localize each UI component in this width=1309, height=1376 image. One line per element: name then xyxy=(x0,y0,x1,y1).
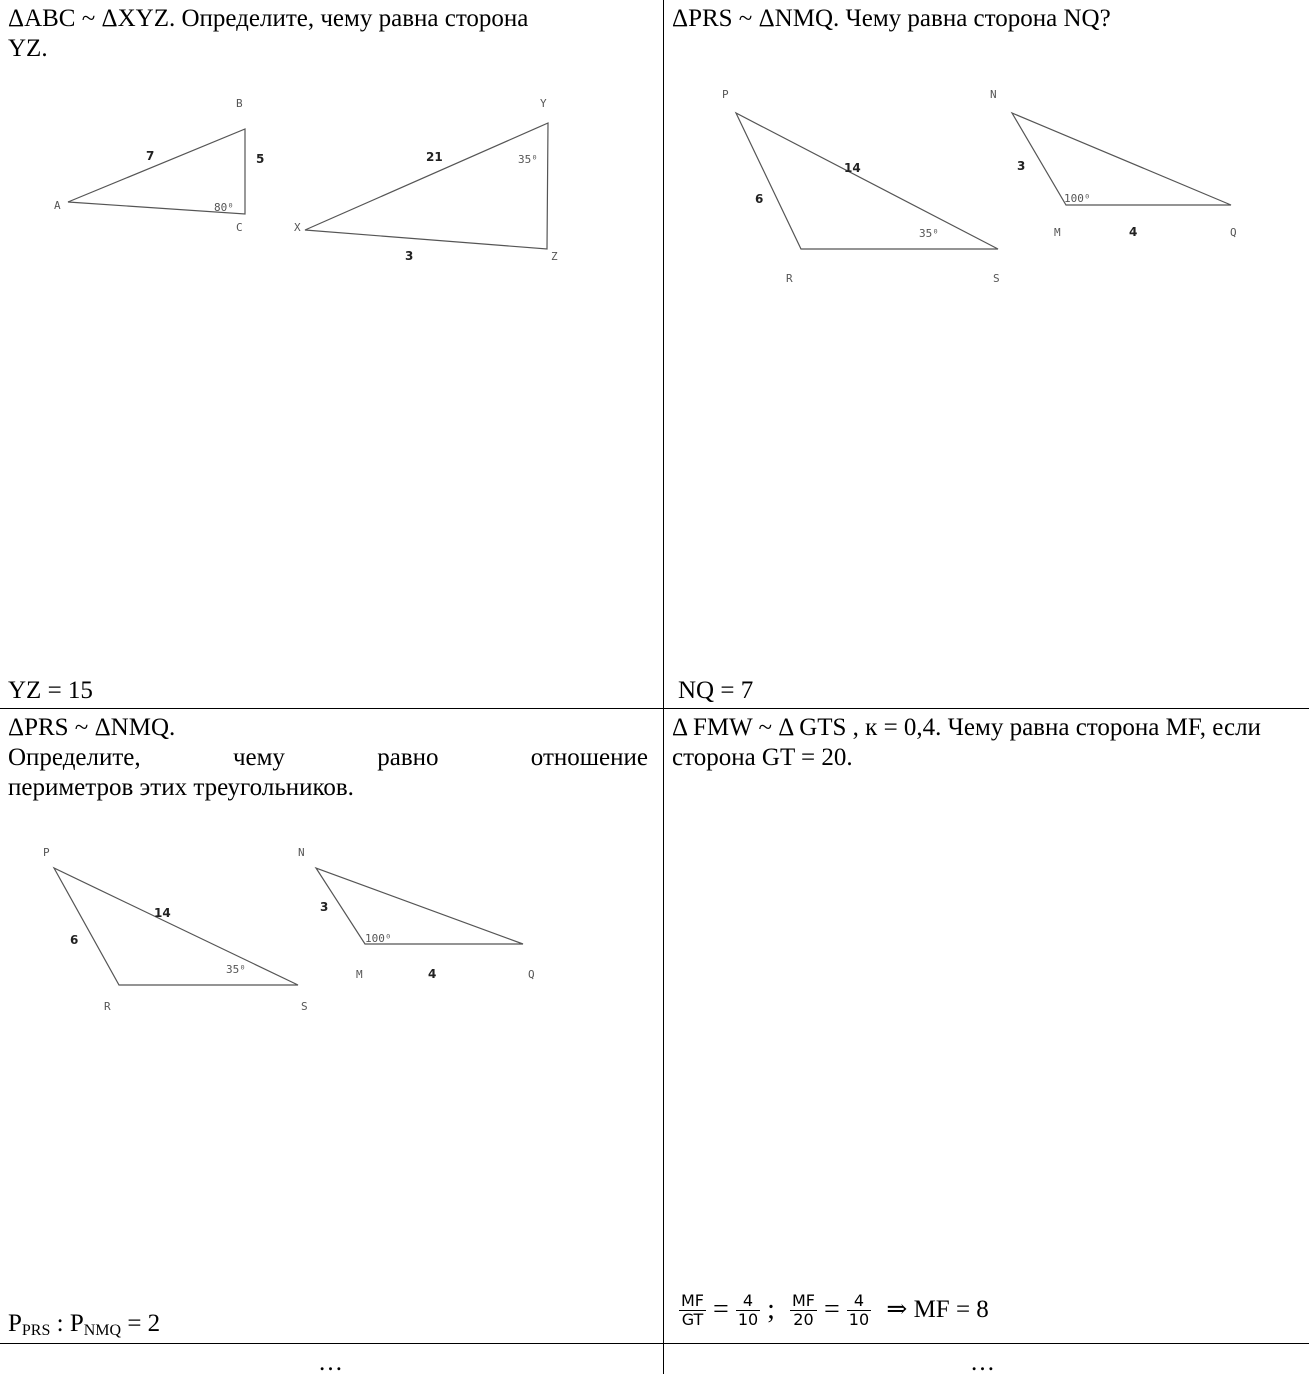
task-cell-2: ΔPRS ~ ΔNMQ. Чему равна сторона NQ? P R … xyxy=(664,0,1309,708)
vertex-N: N xyxy=(298,846,305,859)
side-BC-label: 5 xyxy=(256,152,264,166)
task-4-result: ⇒ MF = 8 xyxy=(886,1296,989,1324)
vertex-B: B xyxy=(236,97,243,110)
task-2-answer: NQ = 7 xyxy=(678,677,754,704)
vertex-N: N xyxy=(990,88,997,101)
task-3-question-line3: периметров этих треугольников. xyxy=(8,774,354,801)
vertex-P: P xyxy=(722,88,729,101)
angle-S-label: 35⁰ xyxy=(226,963,246,976)
vertex-P: P xyxy=(43,846,50,859)
vertex-C: C xyxy=(236,221,243,234)
task-3-word: отношение xyxy=(530,744,648,771)
side-NM-label: 3 xyxy=(1017,159,1025,173)
task-3-question-line1: ΔPRS ~ ΔNMQ. xyxy=(8,714,176,741)
equals-sign: = xyxy=(713,1294,729,1326)
side-PR-label: 6 xyxy=(70,933,78,947)
task-3-word: чему xyxy=(232,744,285,771)
side-XZ-label: 3 xyxy=(405,249,413,263)
vertex-Q: Q xyxy=(528,968,535,981)
angle-C-label: 80⁰ xyxy=(214,201,234,214)
table-divider-row2 xyxy=(0,1343,1309,1344)
task-3-question-line2: Определите, чему равно отношение xyxy=(8,743,648,773)
task-1-figure: A B C 7 5 80⁰ X Y Z 21 3 35⁰ xyxy=(54,97,558,263)
vertex-X: X xyxy=(294,221,301,234)
table-divider-vertical xyxy=(663,0,664,1374)
fraction: MF 20 xyxy=(789,1290,817,1329)
task-4-answer: MF GT = 4 10; MF 20 = 4 10 ⇒ MF = 8 xyxy=(676,1289,989,1330)
side-PS-label: 14 xyxy=(154,906,171,920)
vertex-R: R xyxy=(786,272,793,285)
fraction: 4 10 xyxy=(846,1290,872,1329)
perimeter-subscript: PRS xyxy=(21,1322,51,1339)
vertex-S: S xyxy=(301,1000,308,1013)
vertex-R: R xyxy=(104,1000,111,1013)
task-4-question: Δ FMW ~ Δ GTS , к = 0,4. Чему равна стор… xyxy=(672,714,1261,771)
vertex-S: S xyxy=(993,272,1000,285)
task-1-question: ΔABC ~ ΔXYZ. Определите, чему равна стор… xyxy=(8,5,529,62)
task-cell-1: ΔABC ~ ΔXYZ. Определите, чему равна стор… xyxy=(0,0,663,708)
vertex-Q: Q xyxy=(1230,226,1237,239)
task-3-figure: P R S 14 6 35⁰ N M Q 3 4 100⁰ xyxy=(43,846,535,1013)
vertex-M: M xyxy=(356,968,363,981)
continuation-ellipsis-left: … xyxy=(318,1349,343,1376)
side-NM-label: 3 xyxy=(320,900,328,914)
side-AB-label: 7 xyxy=(146,149,154,163)
semicolon: ; xyxy=(767,1294,775,1326)
task-3-word: равно xyxy=(377,744,439,771)
side-MQ-label: 4 xyxy=(428,967,436,981)
vertex-M: M xyxy=(1054,226,1061,239)
task-3-answer: PPRS : PNMQ = 2 xyxy=(8,1309,160,1346)
task-cell-4: Δ FMW ~ Δ GTS , к = 0,4. Чему равна стор… xyxy=(664,709,1309,1343)
side-PR-label: 6 xyxy=(755,192,763,206)
task-1-answer: YZ = 15 xyxy=(8,677,93,704)
angle-Y-label: 35⁰ xyxy=(518,153,538,166)
fraction: 4 10 xyxy=(735,1290,761,1329)
perimeter-subscript: NMQ xyxy=(83,1322,122,1339)
angle-M-label: 100⁰ xyxy=(365,932,392,945)
vertex-Y: Y xyxy=(540,97,547,110)
task-2-question: ΔPRS ~ ΔNMQ. Чему равна сторона NQ? xyxy=(672,5,1111,32)
task-2-figure: P R S 14 6 35⁰ N M Q 3 4 100⁰ xyxy=(722,88,1237,285)
angle-S-label: 35⁰ xyxy=(919,227,939,240)
fraction: MF GT xyxy=(679,1290,707,1329)
perimeter-symbol: P xyxy=(8,1310,22,1337)
ratio-separator: : xyxy=(50,1310,70,1337)
vertex-A: A xyxy=(54,199,61,212)
ratio-value: = 2 xyxy=(121,1310,161,1337)
angle-M-label: 100⁰ xyxy=(1064,192,1091,205)
side-MQ-label: 4 xyxy=(1129,225,1137,239)
side-XY-label: 21 xyxy=(426,150,443,164)
task-3-word: Определите, xyxy=(8,744,141,771)
task-cell-3: ΔPRS ~ ΔNMQ. Определите, чему равно отно… xyxy=(0,709,663,1343)
continuation-ellipsis-right: … xyxy=(970,1349,995,1376)
equals-sign: = xyxy=(823,1294,840,1326)
side-PS-label: 14 xyxy=(844,161,861,175)
perimeter-symbol: P xyxy=(69,1310,84,1337)
table-divider-row1 xyxy=(0,708,1309,709)
vertex-Z: Z xyxy=(551,250,558,263)
